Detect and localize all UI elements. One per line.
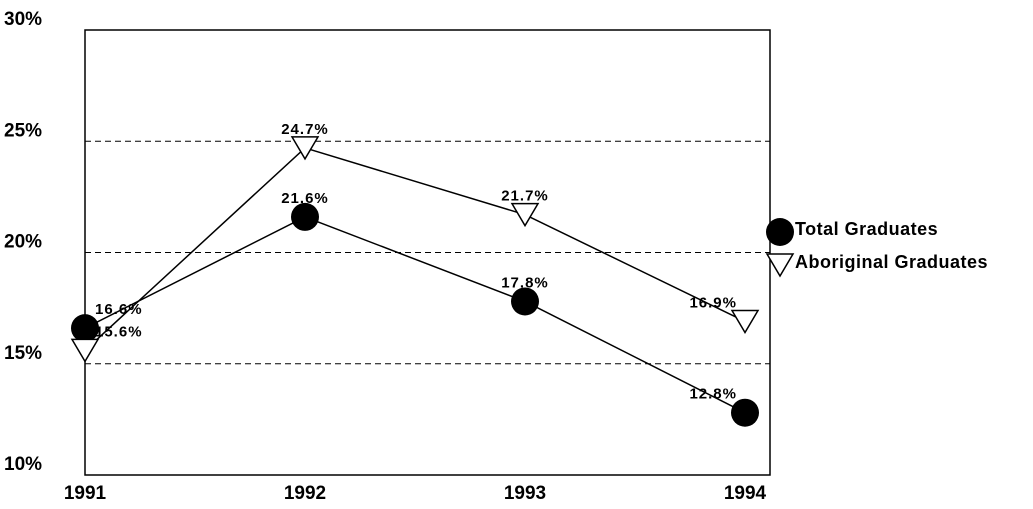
value-label: 21.7%	[501, 188, 549, 205]
x-tick-label: 1993	[504, 483, 546, 504]
series-line	[84, 216, 746, 414]
x-tick-label: 1992	[284, 483, 326, 504]
legend-label: Aboriginal Graduates	[795, 252, 988, 272]
value-label: 15.6%	[95, 323, 143, 340]
legend-label: Total Graduates	[795, 219, 938, 239]
data-point	[290, 136, 320, 161]
x-tick-label: 1991	[64, 483, 107, 504]
value-label: 24.7%	[281, 121, 329, 138]
data-point	[510, 202, 540, 228]
data-point	[511, 287, 539, 316]
value-label: 16.6%	[95, 301, 143, 318]
value-label: 16.9%	[689, 294, 737, 311]
x-tick-label: 1994	[724, 483, 767, 504]
y-tick-label: 25%	[4, 120, 42, 141]
y-tick-label: 15%	[4, 343, 42, 364]
data-point	[731, 398, 759, 427]
y-tick-label: 10%	[4, 454, 42, 475]
data-point	[730, 309, 760, 334]
legend-marker	[766, 218, 794, 246]
value-label: 21.6%	[281, 190, 329, 207]
series-line	[84, 147, 746, 351]
data-point	[70, 338, 100, 363]
y-tick-label: 30%	[4, 9, 42, 30]
legend-marker	[765, 253, 795, 278]
data-point	[71, 314, 99, 343]
data-point	[291, 202, 319, 231]
value-label: 12.8%	[689, 386, 737, 403]
y-tick-label: 20%	[4, 232, 42, 253]
value-label: 17.8%	[501, 274, 549, 291]
